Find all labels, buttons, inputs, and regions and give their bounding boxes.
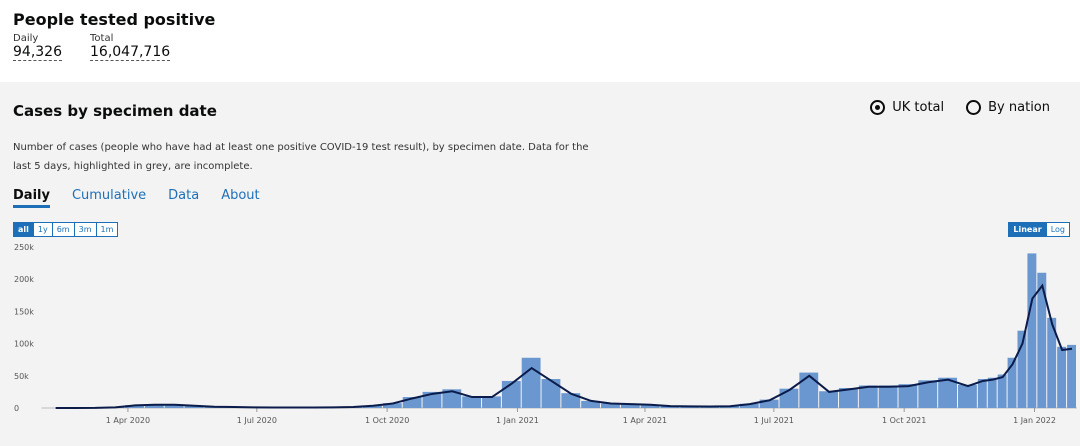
x-tick-label: 1 Jan 2022 xyxy=(1013,416,1056,425)
bar xyxy=(164,404,184,408)
x-tick-label: 1 Apr 2021 xyxy=(623,416,667,425)
range-button[interactable]: 3m xyxy=(74,223,97,236)
bar xyxy=(382,403,402,408)
tab[interactable]: About xyxy=(221,188,260,203)
card-title: Cases by specimen date xyxy=(13,102,217,120)
chart: 0 50k 100k 150k 200k 250k 1 Apr 2020 1 Jul 2020… xyxy=(14,243,1077,425)
bar xyxy=(918,380,938,408)
bar xyxy=(521,357,541,408)
bar xyxy=(799,372,819,408)
range-button[interactable]: 6m xyxy=(52,223,75,236)
bar xyxy=(958,384,977,408)
radio-label: By nation xyxy=(988,100,1050,115)
range-button[interactable]: 1y xyxy=(33,223,53,236)
metric: Daily 94,326 xyxy=(13,33,62,61)
bar xyxy=(1017,330,1027,408)
bar xyxy=(184,405,204,408)
bar xyxy=(938,377,958,408)
y-tick-label: 0 xyxy=(14,404,19,413)
description-line: Number of cases (people who have had at … xyxy=(13,142,589,153)
metric-label: Total xyxy=(90,33,114,44)
bar xyxy=(977,379,987,408)
bar xyxy=(462,396,482,408)
metric: Total 16,047,716 xyxy=(90,33,171,61)
bar xyxy=(1057,346,1067,408)
x-tick-label: 1 Oct 2020 xyxy=(365,416,409,425)
bar xyxy=(1047,317,1057,408)
bar xyxy=(402,397,422,408)
bar xyxy=(839,388,858,408)
bar xyxy=(1007,357,1017,408)
metric-label: Daily xyxy=(13,33,39,44)
bar xyxy=(442,389,462,408)
bar xyxy=(878,385,898,408)
scale-buttons: Linear Log xyxy=(1008,222,1070,237)
header: People tested positive Daily 94,326 Total 1… xyxy=(0,0,1080,80)
bar xyxy=(997,374,1007,408)
range-buttons: all 1y 6m 3m 1m xyxy=(13,222,119,237)
x-tick-label: 1 Jul 2020 xyxy=(237,416,277,425)
options: UK total By nation xyxy=(870,100,1050,115)
bar xyxy=(640,404,660,408)
bar xyxy=(601,403,620,408)
description-line: last 5 days, highlighted in grey, are in… xyxy=(13,161,253,172)
y-tick-label: 250k xyxy=(14,243,34,252)
x-tick-label: 1 Oct 2021 xyxy=(882,416,926,425)
scale-button[interactable]: Log xyxy=(1046,223,1069,236)
average-line xyxy=(55,283,1073,409)
bar xyxy=(819,391,839,408)
title: People tested positive xyxy=(13,10,216,29)
x-tick-label: 1 Jul 2021 xyxy=(754,416,794,425)
metric-value: 94,326 xyxy=(13,44,62,61)
radio-button[interactable] xyxy=(966,100,982,115)
y-tick-label: 100k xyxy=(14,340,34,349)
tab[interactable]: Daily xyxy=(13,188,50,208)
bar xyxy=(1067,344,1076,408)
bar xyxy=(561,393,581,408)
bar xyxy=(581,400,601,408)
x-tick-label: 1 Apr 2020 xyxy=(106,416,150,425)
card: Cases by specimen date UK total By nation… xyxy=(0,82,1080,446)
bar xyxy=(482,396,501,408)
bar xyxy=(1027,253,1037,408)
tab[interactable]: Data xyxy=(168,188,200,203)
bar xyxy=(858,385,878,408)
metrics: Daily 94,326 Total 16,047,716 xyxy=(13,33,1067,61)
radio-option[interactable]: UK total xyxy=(870,100,944,115)
y-tick-label: 200k xyxy=(14,275,34,284)
y-tick-label: 50k xyxy=(14,372,29,381)
bar xyxy=(144,404,164,408)
bar xyxy=(125,405,144,408)
bar xyxy=(987,377,997,408)
bar xyxy=(739,403,759,408)
description: Number of cases (people who have had at … xyxy=(13,138,589,176)
y-tick-label: 150k xyxy=(14,307,34,316)
bar xyxy=(898,384,918,408)
bar xyxy=(759,399,779,408)
range-button[interactable]: all xyxy=(14,223,34,236)
bar xyxy=(541,379,561,408)
tab[interactable]: Cumulative xyxy=(71,188,147,203)
range-button[interactable]: 1m xyxy=(96,223,118,236)
metric-value: 16,047,716 xyxy=(90,44,171,61)
bar xyxy=(620,404,640,408)
scale-button[interactable]: Linear xyxy=(1009,223,1047,236)
bar xyxy=(1037,272,1047,408)
radio-button[interactable] xyxy=(870,100,886,115)
bar xyxy=(779,388,799,408)
x-tick-label: 1 Jan 2021 xyxy=(496,416,539,425)
radio-label: UK total xyxy=(892,100,945,115)
tabs: Daily Cumulative Data About xyxy=(13,188,260,208)
radio-option[interactable]: By nation xyxy=(966,100,1050,115)
